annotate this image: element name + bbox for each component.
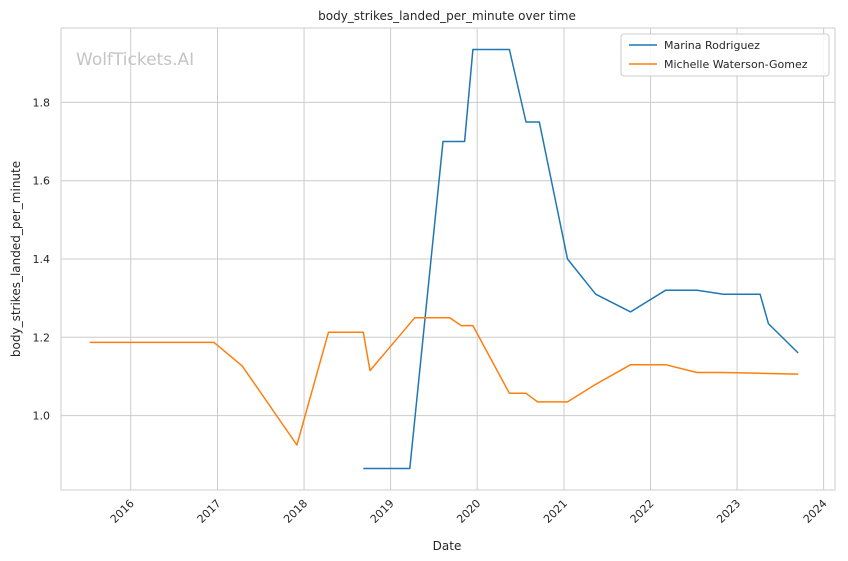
- x-axis-title: Date: [433, 539, 462, 553]
- y-tick-label: 1.4: [33, 253, 51, 266]
- y-tick-label: 1.2: [33, 331, 51, 344]
- legend-label-marina-rodriguez: Marina Rodriguez: [664, 39, 760, 52]
- x-tick-label: 2023: [714, 497, 743, 526]
- y-axis-title: body_strikes_landed_per_minute: [9, 161, 23, 357]
- x-tick-label: 2019: [368, 497, 397, 526]
- grid: [61, 28, 835, 490]
- x-tick-label: 2017: [195, 497, 224, 526]
- plot-area-frame: [60, 27, 836, 491]
- x-tick-label: 2020: [454, 497, 483, 526]
- x-tick-labels: 2016 2017 2018 2019 2020 2021 2022 2023 2024: [108, 497, 830, 526]
- y-tick-labels: 1.0 1.2 1.4 1.6 1.8: [33, 96, 51, 422]
- series-line-michelle-waterson-gomez: [89, 316, 799, 446]
- x-tick-label: 2018: [281, 497, 310, 526]
- x-tick-label: 2024: [801, 497, 830, 526]
- x-tick-label: 2016: [108, 497, 137, 526]
- y-tick-label: 1.8: [33, 96, 51, 109]
- x-tick-label: 2022: [628, 497, 657, 526]
- series-line-marina-rodriguez: [363, 48, 799, 470]
- chart-title: body_strikes_landed_per_minute over time: [318, 9, 576, 23]
- legend-label-michelle-waterson-gomez: Michelle Waterson-Gomez: [664, 58, 808, 71]
- x-tick-label: 2021: [541, 497, 570, 526]
- y-tick-label: 1.0: [33, 410, 51, 423]
- series-lines: [89, 48, 799, 470]
- y-tick-label: 1.6: [33, 175, 51, 188]
- watermark: WolfTickets.AI: [76, 50, 194, 70]
- legend: Marina Rodriguez Michelle Waterson-Gomez: [620, 33, 830, 77]
- legend-box: [620, 33, 830, 77]
